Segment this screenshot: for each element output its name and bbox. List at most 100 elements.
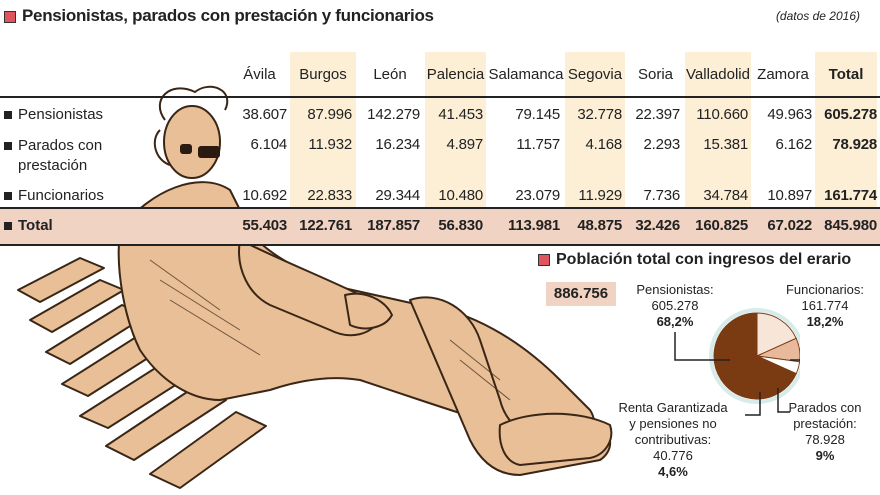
row-label-text: Total [18, 217, 53, 234]
pie-total-badge: 886.756 [546, 282, 616, 306]
table-cell: 23.079 [515, 187, 560, 204]
col-header-leon: León [373, 66, 407, 83]
leader-pensionistas [674, 332, 730, 361]
bullet-square-icon [4, 222, 12, 231]
table-cell: 113.981 [508, 217, 560, 234]
pie-label-name: Parados con [788, 400, 862, 415]
pie-chart [674, 308, 800, 416]
table-cell: 142.279 [367, 106, 420, 123]
pie-label-percent: 4,6% [658, 464, 688, 479]
pie-label-percent: 18,2% [806, 314, 844, 329]
old-man-on-bench-illustration [17, 85, 613, 489]
table-cell: 32.778 [577, 106, 622, 123]
bullet-square-icon [4, 192, 12, 201]
table-cell: 6.162 [775, 136, 812, 153]
bullet-square-icon [4, 142, 12, 151]
table-cell: 4.168 [585, 136, 622, 153]
pie-label-name: Funcionarios: [785, 282, 865, 297]
date-note: (datos de 2016) [775, 9, 860, 23]
pie-label-pensionistas: Pensionistas: 605.278 68,2% [625, 282, 725, 330]
col-header-salamanca: Salamanca [488, 66, 564, 83]
col-header-palencia: Palencia [426, 66, 485, 83]
col-header-zamora: Zamora [757, 66, 809, 83]
pie-title-text: Población total con ingresos del erario [556, 251, 852, 268]
leader-parados [777, 388, 790, 413]
table-cell: 10.480 [438, 187, 483, 204]
row-label-total: Total [4, 217, 53, 234]
pie-label-name: Pensionistas: [636, 282, 714, 297]
row-label-parados: Parados con prestación [4, 136, 102, 176]
pie-label-parados: Parados con prestación: 78.928 9% [775, 400, 875, 464]
pie-label-name: y pensiones no [629, 416, 717, 431]
col-header-soria: Soria [637, 66, 674, 83]
table-cell: 122.761 [299, 217, 352, 234]
table-cell: 41.453 [438, 106, 483, 123]
row-label-text: Funcionarios [18, 187, 104, 204]
table-cell: 605.278 [824, 106, 877, 123]
title-square-icon [538, 253, 550, 266]
table-cell: 29.344 [375, 187, 420, 204]
row-label-text: Parados con [18, 137, 103, 154]
pie-label-name: contributivas: [634, 432, 712, 447]
table-cell: 32.426 [635, 217, 680, 234]
table-cell: 56.830 [438, 217, 483, 234]
chart-title: Pensionistas, parados con prestación y f… [4, 6, 434, 26]
col-header-valladolid: Valladolid [686, 66, 750, 83]
table-cell: 55.403 [242, 217, 287, 234]
total-top-divider [0, 207, 880, 209]
pie-label-name: Renta Garantizada [618, 400, 728, 415]
row-label-text: Pensionistas [18, 106, 104, 123]
pie-label-value: 605.278 [651, 298, 699, 313]
pie-label-percent: 9% [815, 448, 835, 463]
title-text: Pensionistas, parados con prestación y f… [22, 6, 434, 25]
pie-label-name: prestación: [793, 416, 857, 431]
table-cell: 48.875 [577, 217, 622, 234]
leader-funcionarios [790, 359, 800, 361]
table-cell: 78.928 [832, 136, 877, 153]
table-cell: 67.022 [767, 217, 812, 234]
table-cell: 22.397 [635, 106, 680, 123]
total-bottom-divider [0, 244, 880, 246]
table-cell: 845.980 [824, 217, 877, 234]
table-cell: 2.293 [643, 136, 680, 153]
table-cell: 16.234 [375, 136, 420, 153]
pie-label-percent: 68,2% [656, 314, 694, 329]
table-cell: 87.996 [307, 106, 352, 123]
pie-label-value: 78.928 [805, 432, 845, 447]
table-cell: 49.963 [767, 106, 812, 123]
total-row-band [0, 207, 880, 245]
pie-slice-funcionarios [756, 312, 797, 357]
table-cell: 161.774 [824, 187, 877, 204]
table-cell: 15.381 [703, 136, 748, 153]
pie-slice-pensionistas [713, 312, 797, 400]
table-cell: 187.857 [367, 217, 420, 234]
leader-renta [745, 392, 761, 416]
table-cell: 79.145 [515, 106, 560, 123]
row-label-pensionistas: Pensionistas [4, 106, 103, 123]
row-label-funcionarios: Funcionarios [4, 187, 104, 204]
col-header-total: Total [828, 66, 864, 83]
header-divider [0, 96, 880, 98]
bullet-square-icon [4, 111, 12, 120]
pie-title: Población total con ingresos del erario [538, 251, 851, 269]
table-cell: 11.929 [578, 187, 622, 204]
col-header-avila: Ávila [243, 66, 276, 83]
table-cell: 160.825 [695, 217, 748, 234]
table-cell: 6.104 [250, 136, 287, 153]
col-header-segovia: Segovia [567, 66, 623, 83]
table-cell: 11.932 [308, 136, 352, 153]
title-square-icon [4, 10, 16, 23]
table-cell: 22.833 [307, 187, 352, 204]
table-cell: 11.757 [516, 136, 560, 153]
table-cell: 38.607 [242, 106, 287, 123]
pie-label-renta: Renta Garantizada y pensiones no contrib… [608, 400, 738, 480]
pie-label-funcionarios: Funcionarios: 161.774 18,2% [775, 282, 875, 330]
table-cell: 10.692 [242, 187, 287, 204]
pie-label-value: 40.776 [653, 448, 693, 463]
table-cell: 10.897 [767, 187, 812, 204]
row-label-text: prestación [18, 157, 88, 174]
pie-halo [709, 308, 800, 404]
table-cell: 4.897 [446, 136, 483, 153]
table-cell: 7.736 [643, 187, 680, 204]
pie-label-value: 161.774 [801, 298, 849, 313]
